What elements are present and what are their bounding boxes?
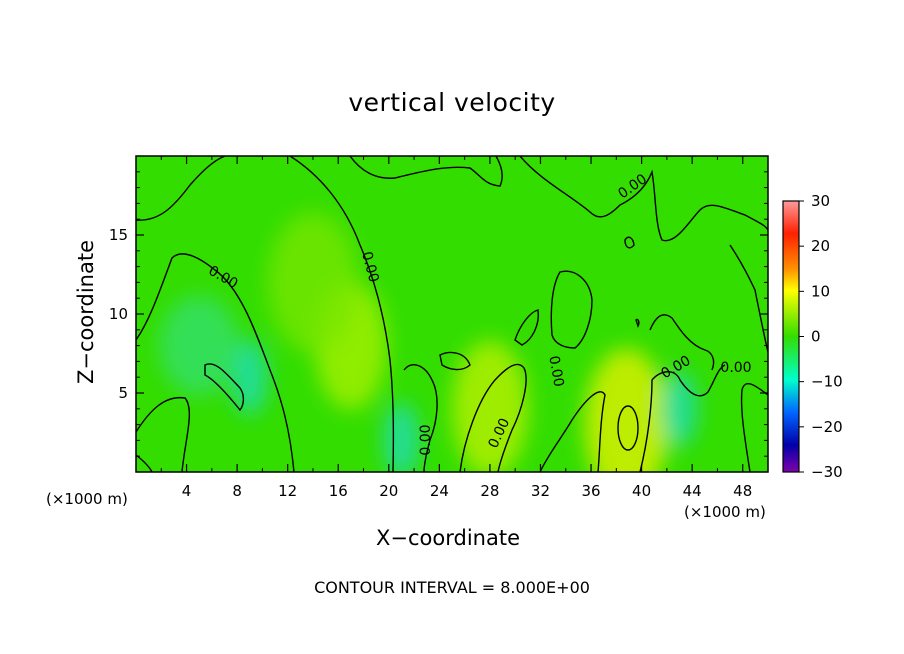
- colorbar-tick-label: −20: [811, 418, 843, 436]
- colorbar-tick-label: −10: [811, 373, 843, 391]
- contour-line: [639, 364, 726, 472]
- x-tick-label: 48: [733, 482, 752, 500]
- contour-label: 0.00: [720, 360, 751, 376]
- contour-line: [740, 382, 768, 472]
- contour-line: [624, 236, 635, 249]
- y-tick-label: 10: [109, 305, 128, 323]
- x-tick-label: 44: [683, 482, 702, 500]
- updraft-region: [584, 348, 669, 472]
- contour-line: [204, 363, 245, 412]
- x-axis-label: X−coordinate: [376, 526, 520, 550]
- x-tick-label: 36: [581, 482, 600, 500]
- chart-title: vertical velocity: [348, 88, 556, 117]
- updraft-region: [451, 340, 528, 472]
- contour-line: [136, 396, 191, 472]
- x-tick-label: 32: [531, 482, 550, 500]
- contour-line: [439, 351, 471, 371]
- contour-label: 0.00: [418, 424, 434, 455]
- contour-line: [539, 391, 606, 472]
- contour-line: [136, 454, 153, 472]
- x-tick-label: 12: [278, 482, 297, 500]
- contour-line: [649, 314, 715, 371]
- x-tick-label: 40: [632, 482, 651, 500]
- contour-label: 0.00: [358, 250, 382, 284]
- x-unit-label-right: (×1000 m): [684, 503, 766, 521]
- x-tick-label: 4: [182, 482, 192, 500]
- x-tick-label: 8: [232, 482, 242, 500]
- x-axis: 4 8 12 16 20 24 28 32 36 40 44 48: [160, 156, 752, 500]
- contour-line: [403, 364, 438, 472]
- y-tick-label: 15: [109, 226, 128, 244]
- contour-line: [617, 405, 639, 451]
- x-tick-label: 24: [430, 482, 449, 500]
- contour-line: [289, 156, 395, 472]
- colorbar-tick-label: 20: [811, 237, 830, 255]
- contour-line: [136, 156, 226, 221]
- x-unit-label-left: (×1000 m): [46, 490, 128, 508]
- downdraft-region: [231, 339, 268, 416]
- updraft-region: [267, 212, 358, 353]
- contour-line: [349, 156, 503, 187]
- x-tick-label: 20: [379, 482, 398, 500]
- colorbar: [782, 200, 800, 473]
- contour-line: [550, 270, 593, 349]
- downdraft-region: [661, 370, 698, 447]
- downdraft-region: [159, 295, 240, 396]
- contour-line: [514, 309, 539, 346]
- colorbar-axis: 30 20 10 0 −10 −20 −30: [799, 192, 843, 481]
- contour-line: [635, 318, 640, 328]
- contour-line: [729, 244, 768, 353]
- y-axis-label: Z−coordinate: [74, 240, 98, 384]
- x-tick-label: 28: [480, 482, 499, 500]
- contour-line: [136, 253, 295, 472]
- contour-interval-note: CONTOUR INTERVAL = 8.000E+00: [314, 578, 590, 597]
- colorbar-tick-label: 10: [811, 282, 830, 300]
- colorbar-tick-label: −30: [811, 463, 843, 481]
- colorbar-tick-label: 30: [811, 192, 830, 210]
- x-tick-label: 16: [329, 482, 348, 500]
- contour-label: 0.00: [545, 355, 566, 388]
- contour-line: [519, 156, 768, 242]
- colorbar-tick-label: 0: [811, 328, 821, 346]
- contour-line: [459, 363, 527, 472]
- y-axis: 5 10 15: [109, 171, 768, 457]
- zero-contour-lines: [136, 156, 768, 472]
- y-tick-label: 5: [118, 384, 128, 402]
